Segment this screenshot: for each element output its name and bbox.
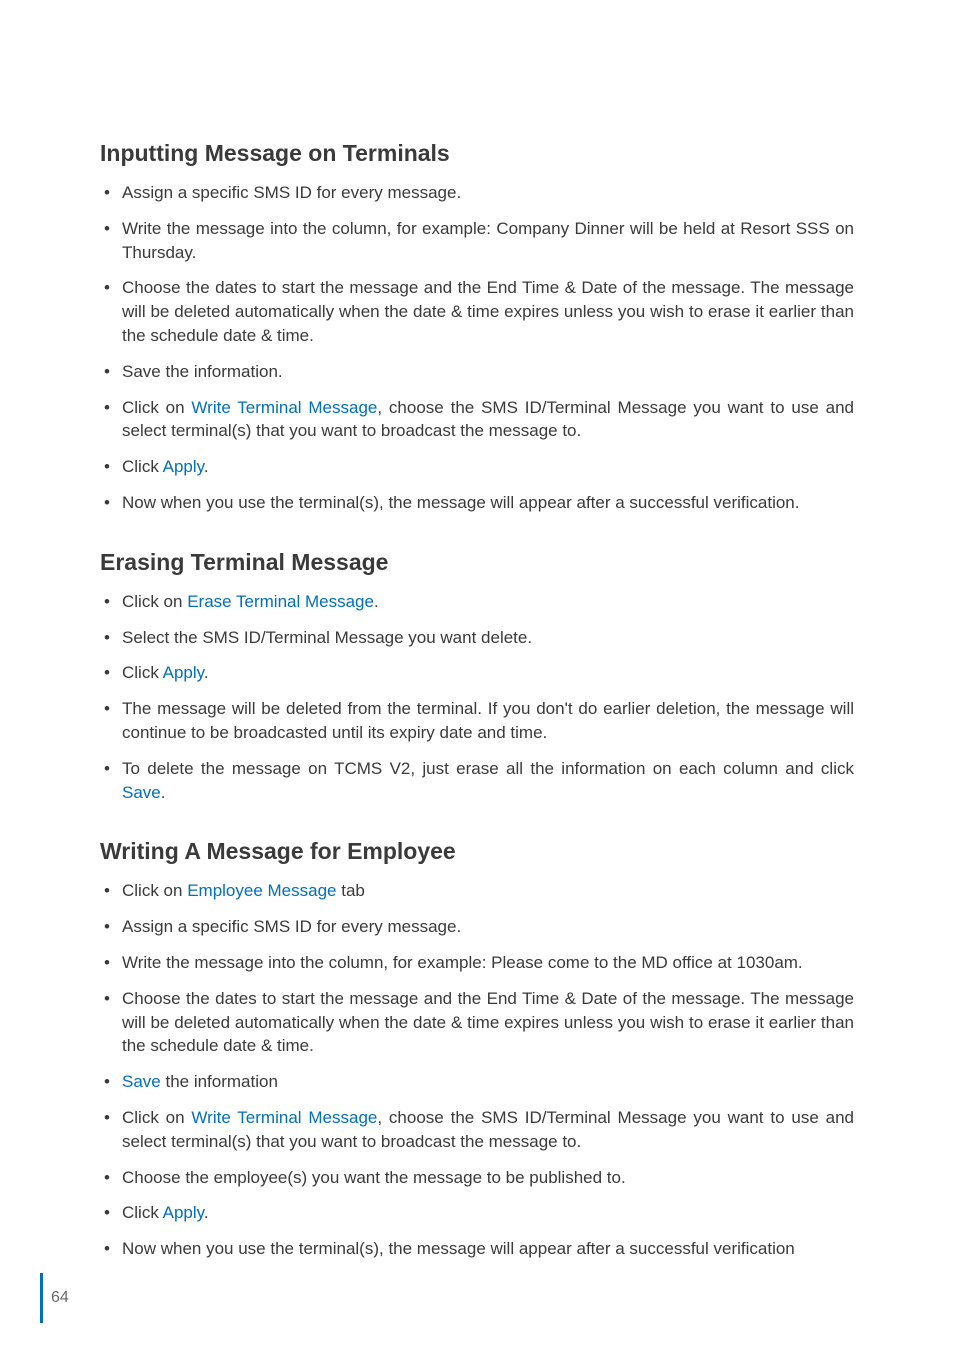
list-item: Click Apply. xyxy=(100,661,854,685)
list-item: Now when you use the terminal(s), the me… xyxy=(100,1237,854,1261)
list-item: Click Apply. xyxy=(100,455,854,479)
bullet-list: Click on Employee Message tab Assign a sp… xyxy=(100,879,854,1261)
inline-link[interactable]: Write Terminal Message xyxy=(191,398,377,417)
list-item: Write the message into the column, for e… xyxy=(100,217,854,265)
list-item: Choose the dates to start the message an… xyxy=(100,987,854,1058)
list-item: Click on Erase Terminal Message. xyxy=(100,590,854,614)
inline-link[interactable]: Save xyxy=(122,1072,161,1091)
inline-link[interactable]: Apply xyxy=(163,663,204,682)
inline-link[interactable]: Employee Message xyxy=(187,881,336,900)
inline-link[interactable]: Erase Terminal Message xyxy=(187,592,374,611)
page-footer: 64 xyxy=(40,1273,69,1323)
list-item: Click on Write Terminal Message, choose … xyxy=(100,1106,854,1154)
inline-link[interactable]: Write Terminal Message xyxy=(191,1108,377,1127)
list-item: Save the information xyxy=(100,1070,854,1094)
list-item: Click on Employee Message tab xyxy=(100,879,854,903)
inline-link[interactable]: Save xyxy=(122,783,161,802)
list-item: Assign a specific SMS ID for every messa… xyxy=(100,181,854,205)
list-item: Click on Write Terminal Message, choose … xyxy=(100,396,854,444)
section-heading: Inputting Message on Terminals xyxy=(100,140,854,167)
list-item: Assign a specific SMS ID for every messa… xyxy=(100,915,854,939)
list-item: Save the information. xyxy=(100,360,854,384)
section-heading: Erasing Terminal Message xyxy=(100,549,854,576)
page-number: 64 xyxy=(51,1289,69,1307)
list-item: Choose the dates to start the message an… xyxy=(100,276,854,347)
list-item: To delete the message on TCMS V2, just e… xyxy=(100,757,854,805)
inline-link[interactable]: Apply xyxy=(163,457,204,476)
list-item: Select the SMS ID/Terminal Message you w… xyxy=(100,626,854,650)
list-item: Click Apply. xyxy=(100,1201,854,1225)
inline-link[interactable]: Apply xyxy=(163,1203,204,1222)
footer-accent-bar xyxy=(40,1273,43,1323)
bullet-list: Assign a specific SMS ID for every messa… xyxy=(100,181,854,515)
list-item: Choose the employee(s) you want the mess… xyxy=(100,1166,854,1190)
list-item: Write the message into the column, for e… xyxy=(100,951,854,975)
page-content: Inputting Message on Terminals Assign a s… xyxy=(0,0,954,1261)
list-item: The message will be deleted from the ter… xyxy=(100,697,854,745)
list-item: Now when you use the terminal(s), the me… xyxy=(100,491,854,515)
bullet-list: Click on Erase Terminal Message. Select t… xyxy=(100,590,854,805)
section-heading: Writing A Message for Employee xyxy=(100,838,854,865)
